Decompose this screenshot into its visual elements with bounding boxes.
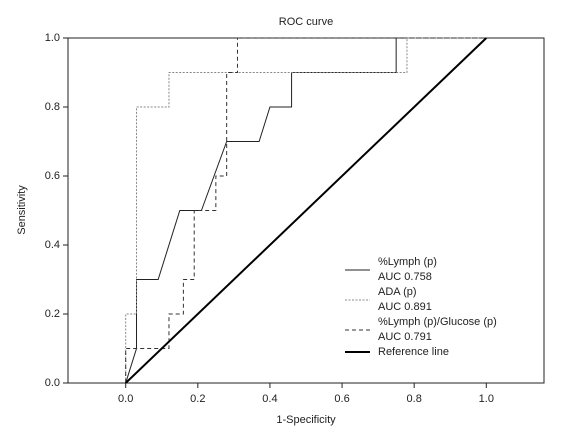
x-tick-label: 0.6 bbox=[334, 393, 349, 405]
legend-label: Reference line bbox=[378, 346, 449, 358]
legend-auc: AUC 0.891 bbox=[378, 301, 432, 313]
x-tick-label: 0.4 bbox=[262, 393, 277, 405]
y-tick-label: 0.2 bbox=[45, 308, 60, 320]
y-axis-label: Sensitivity bbox=[16, 185, 28, 235]
y-tick-label: 1.0 bbox=[45, 32, 60, 44]
x-tick-label: 0.8 bbox=[407, 393, 422, 405]
legend-label: ADA (p) bbox=[378, 286, 417, 298]
legend-label: %Lymph (p) bbox=[378, 256, 437, 268]
y-tick-label: 0.0 bbox=[45, 377, 60, 389]
x-tick-label: 1.0 bbox=[479, 393, 494, 405]
legend-label: %Lymph (p)/Glucose (p) bbox=[378, 316, 497, 328]
roc-line bbox=[125, 37, 487, 384]
chart-title: ROC curve bbox=[279, 16, 333, 28]
y-tick-label: 0.8 bbox=[45, 101, 60, 113]
y-tick-label: 0.4 bbox=[45, 239, 60, 251]
legend-auc: AUC 0.758 bbox=[378, 271, 432, 283]
y-tick-label: 0.6 bbox=[45, 170, 60, 182]
x-tick-label: 0.2 bbox=[190, 393, 205, 405]
roc-line bbox=[125, 37, 487, 383]
legend-auc: AUC 0.791 bbox=[378, 331, 432, 343]
x-axis-label: 1-Specificity bbox=[276, 414, 336, 426]
roc-line bbox=[125, 37, 487, 383]
x-tick-label: 0.0 bbox=[118, 393, 133, 405]
